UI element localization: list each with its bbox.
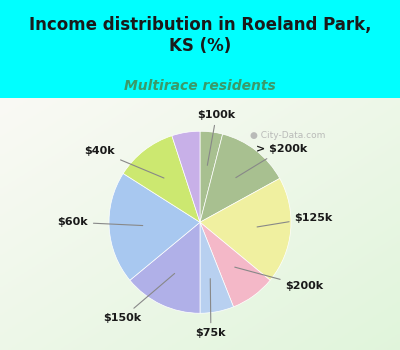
- Text: $75k: $75k: [196, 279, 226, 338]
- Wedge shape: [200, 134, 280, 222]
- Text: > $200k: > $200k: [236, 145, 308, 178]
- Text: $60k: $60k: [57, 217, 143, 227]
- Text: $100k: $100k: [197, 110, 236, 165]
- Text: $40k: $40k: [84, 146, 164, 178]
- Wedge shape: [200, 178, 291, 280]
- Wedge shape: [123, 136, 200, 222]
- Wedge shape: [200, 222, 270, 307]
- Text: Multirace residents: Multirace residents: [124, 79, 276, 93]
- Text: Income distribution in Roeland Park,
KS (%): Income distribution in Roeland Park, KS …: [29, 16, 371, 55]
- Wedge shape: [200, 131, 223, 222]
- Wedge shape: [130, 222, 200, 313]
- Text: $150k: $150k: [104, 273, 175, 323]
- Wedge shape: [172, 131, 200, 222]
- Text: $200k: $200k: [235, 267, 324, 291]
- Wedge shape: [109, 174, 200, 280]
- Wedge shape: [200, 222, 234, 313]
- Text: $125k: $125k: [257, 213, 333, 227]
- Text: ● City-Data.com: ● City-Data.com: [250, 131, 326, 140]
